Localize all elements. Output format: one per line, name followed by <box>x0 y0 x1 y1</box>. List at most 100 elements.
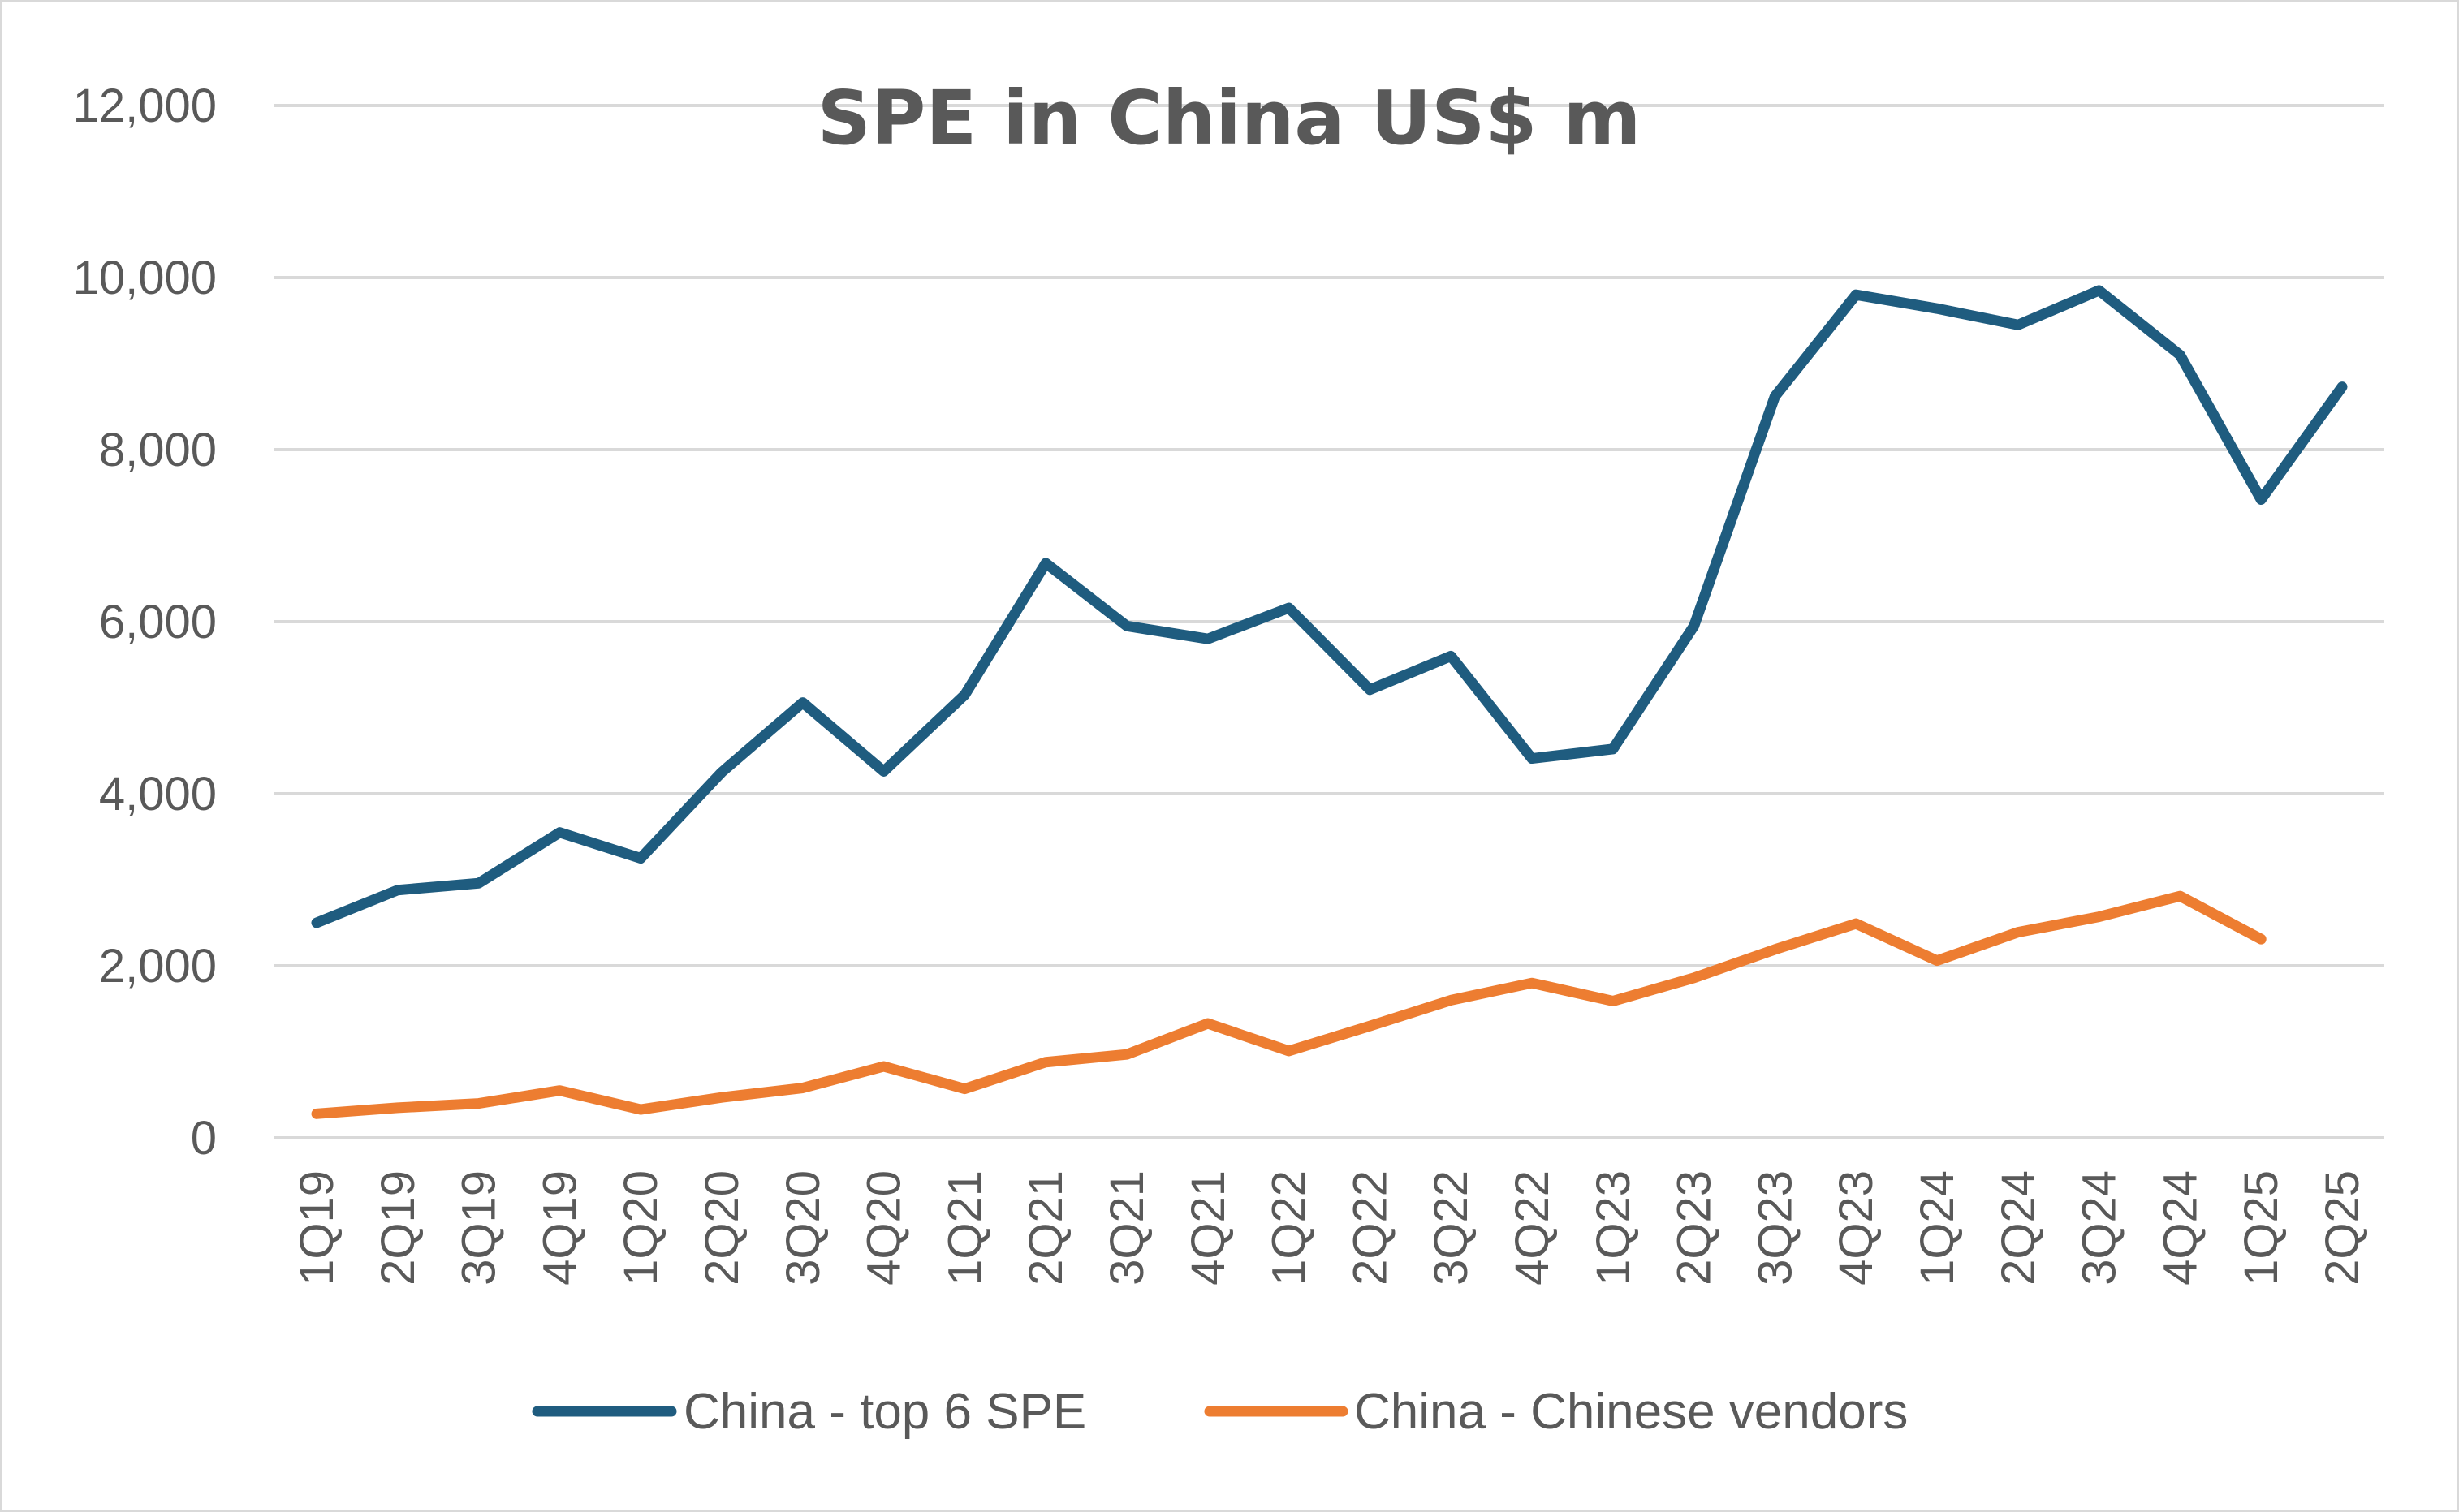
data-point <box>879 1062 889 1071</box>
data-point <box>798 698 808 708</box>
data-point <box>798 1083 808 1093</box>
data-point <box>1122 621 1132 631</box>
x-tick-label: 2Q21 <box>1020 1170 1072 1286</box>
x-tick-label: 3Q20 <box>777 1170 830 1286</box>
data-point <box>1689 973 1699 983</box>
x-tick-label: 3Q24 <box>2073 1170 2126 1286</box>
data-point <box>2256 934 2266 944</box>
series-lines <box>311 285 2348 1119</box>
x-tick-label: 3Q23 <box>1749 1170 1801 1286</box>
data-point <box>717 1092 727 1102</box>
y-tick-label: 10,000 <box>73 252 217 304</box>
data-point <box>393 1103 403 1113</box>
x-tick-label: 4Q23 <box>1830 1170 1883 1286</box>
legend-item-2: China - Chinese vendors <box>1204 1384 1908 1440</box>
data-point <box>474 878 484 888</box>
data-point <box>312 1109 321 1118</box>
y-tick-label: 6,000 <box>99 596 217 648</box>
data-point <box>1770 945 1780 954</box>
x-tick-label: 1Q22 <box>1263 1170 1316 1286</box>
x-tick-label: 1Q24 <box>1911 1170 1964 1286</box>
data-point <box>1689 621 1699 631</box>
x-tick-label: 1Q25 <box>2235 1170 2288 1286</box>
data-point <box>1122 1049 1132 1059</box>
data-point <box>717 768 727 778</box>
data-point <box>554 1086 564 1096</box>
y-tick-label: 8,000 <box>99 424 217 476</box>
x-tick-label: 4Q20 <box>858 1170 911 1286</box>
y-tick-label: 4,000 <box>99 768 217 821</box>
series-1 <box>311 285 2348 928</box>
data-point <box>2094 912 2104 922</box>
data-point <box>636 854 645 864</box>
x-tick-label: 2Q23 <box>1668 1170 1721 1286</box>
x-tick-label: 1Q20 <box>615 1170 667 1286</box>
y-tick-label: 2,000 <box>99 940 217 993</box>
legend-label: China - top 6 SPE <box>684 1384 1086 1440</box>
data-point <box>1365 1021 1374 1031</box>
data-point <box>1932 304 1942 313</box>
x-axis-tick-labels: 1Q19 2Q19 3Q19 4Q19 1Q20 2Q20 3Q20 4Q20 1Q21 2Q21… <box>291 1170 2369 1286</box>
data-point <box>960 1084 969 1094</box>
x-tick-label: 4Q22 <box>1506 1170 1559 1286</box>
data-point <box>1041 1058 1050 1067</box>
y-tick-label: 0 <box>191 1112 217 1165</box>
y-axis-tick-labels: 0 2,000 4,000 6,000 8,000 10,000 12,000 <box>73 80 217 1165</box>
data-point <box>1770 391 1780 401</box>
x-tick-label: 2Q24 <box>1992 1170 2045 1286</box>
data-point <box>1284 603 1294 613</box>
legend: China - top 6 SPE China - Chinese vendors <box>532 1384 1908 1440</box>
data-point <box>1851 919 1861 928</box>
data-point <box>474 1099 484 1109</box>
data-point <box>1608 744 1618 754</box>
data-point <box>960 690 969 700</box>
x-tick-label: 1Q19 <box>291 1170 343 1286</box>
data-point <box>1446 651 1456 661</box>
data-point <box>1203 1019 1213 1028</box>
data-point <box>2175 350 2185 360</box>
data-point <box>2256 494 2266 504</box>
legend-item-1: China - top 6 SPE <box>532 1384 1086 1440</box>
data-point <box>1527 978 1537 988</box>
x-tick-label: 2Q25 <box>2316 1170 2369 1286</box>
x-tick-label: 3Q22 <box>1425 1170 1478 1286</box>
x-tick-label: 1Q23 <box>1587 1170 1640 1286</box>
series-2 <box>311 890 2267 1119</box>
x-tick-label: 4Q24 <box>2154 1170 2207 1286</box>
x-tick-label: 4Q21 <box>1182 1170 1235 1286</box>
x-tick-label: 3Q19 <box>453 1170 506 1286</box>
series-line <box>311 285 2348 928</box>
legend-label: China - Chinese vendors <box>1354 1384 1908 1440</box>
x-tick-label: 1Q21 <box>938 1170 991 1286</box>
data-point <box>1284 1046 1294 1056</box>
data-point <box>1527 754 1537 764</box>
x-tick-label: 3Q21 <box>1101 1170 1154 1286</box>
data-point <box>1851 290 1861 299</box>
x-tick-label: 2Q22 <box>1344 1170 1396 1286</box>
data-point <box>1446 995 1456 1005</box>
data-point <box>2094 286 2104 295</box>
data-point <box>1203 634 1213 644</box>
data-point <box>2175 891 2185 901</box>
data-point <box>1041 558 1050 568</box>
data-point <box>879 766 889 776</box>
data-point <box>636 1105 645 1114</box>
data-point <box>2337 382 2347 392</box>
gridlines <box>274 104 2384 1139</box>
x-tick-label: 2Q20 <box>696 1170 748 1286</box>
chart-title: SPE in China US$ m <box>818 75 1641 162</box>
data-point <box>2013 928 2023 937</box>
x-tick-label: 2Q19 <box>372 1170 425 1286</box>
data-point <box>1365 685 1374 695</box>
data-point <box>554 828 564 838</box>
data-point <box>312 918 321 928</box>
data-point <box>393 885 403 895</box>
data-point <box>1932 956 1942 966</box>
series-line <box>311 890 2267 1119</box>
data-point <box>1608 996 1618 1006</box>
x-tick-label: 4Q19 <box>533 1170 586 1286</box>
data-point <box>2013 320 2023 330</box>
y-tick-label: 12,000 <box>73 80 217 132</box>
